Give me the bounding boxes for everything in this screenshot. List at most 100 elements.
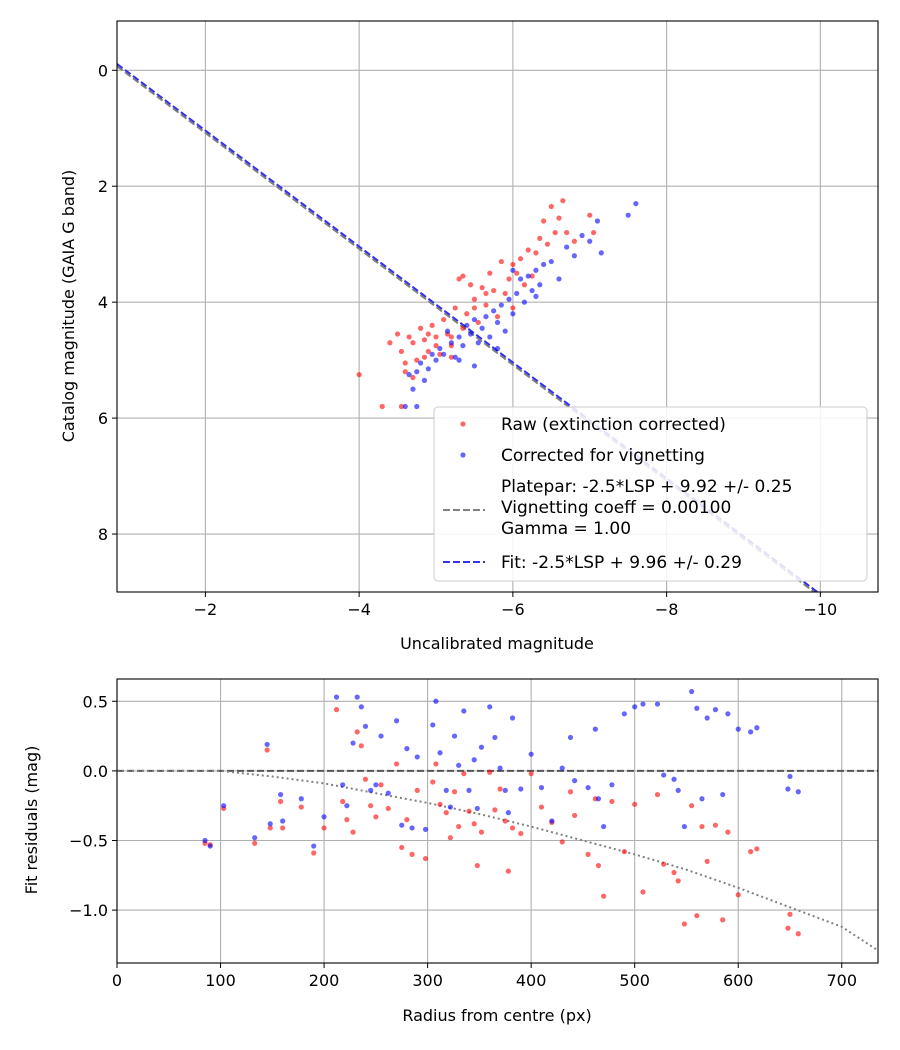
legend-platepar-line: Vignetting coeff = 0.00100 [501,498,731,518]
top-chart: −2 −4 −6 −8 −10 0 2 4 6 8 Uncalibrated magnitude… [59,20,879,653]
data-point [594,218,601,224]
data-point [533,250,539,256]
data-point [671,869,677,876]
data-point [533,267,539,273]
data-point [433,761,439,767]
data-point [456,276,462,282]
legend-label-platepar: Platepar: -2.5*LSP + 9.92 +/- 0.25 Vignet… [501,477,792,539]
data-point [399,822,405,828]
data-point [414,357,420,363]
x-tick-label: 200 [309,971,340,990]
data-point [538,784,545,791]
data-point [404,817,410,823]
data-point [502,328,508,334]
data-point [368,803,374,809]
data-point [621,849,627,855]
data-point [422,826,429,832]
x-tick-label: 0 [112,971,122,990]
data-point [354,729,360,735]
data-point [207,843,213,849]
data-point [521,299,528,305]
data-point [452,305,458,311]
data-point [350,829,356,835]
data-point [487,270,493,276]
data-point [525,247,531,253]
data-point [340,782,346,788]
data-point [549,818,555,824]
legend-box [433,406,868,582]
data-point [748,849,754,855]
data-point [556,215,562,221]
data-point [393,718,400,724]
data-point [681,921,687,927]
data-point [625,212,631,218]
data-point [559,765,565,771]
data-point [661,772,667,778]
data-point [538,804,545,810]
data-point [587,212,593,218]
data-point [474,805,480,812]
data-point [601,893,607,899]
data-point [571,238,577,244]
y-tick-label: 8 [98,525,108,544]
data-point [510,305,516,311]
top-y-ticks: 0 2 4 6 8 [98,61,117,544]
data-point [640,701,646,707]
data-point [492,807,498,813]
bottom-plot-frame [116,678,879,964]
vignetting-curve [117,769,878,952]
bottom-x-axis-label: Radius from centre (px) [402,1006,591,1025]
data-point [443,787,449,793]
data-point [433,357,439,363]
data-point [414,754,420,760]
data-point [264,741,270,748]
data-point [548,203,554,210]
data-point [418,360,424,366]
data-point [421,337,428,343]
y-tick-label: 6 [98,409,108,428]
data-point [252,835,258,841]
data-point [368,787,374,793]
data-point [447,804,453,810]
data-point [590,229,597,236]
legend-platepar-line: Gamma = 1.00 [501,519,631,539]
data-point [510,267,516,273]
data-point [421,354,428,360]
data-point [564,244,570,250]
y-tick-label: 0.5 [83,692,108,711]
data-point [598,250,604,256]
data-point [502,290,508,297]
bottom-grid [116,679,878,963]
data-point [402,403,408,410]
data-point [474,862,480,869]
x-tick-label: 500 [619,971,650,990]
data-point [406,334,412,340]
top-points [356,198,639,410]
data-point [448,354,454,360]
data-point [404,746,410,752]
data-point [571,253,577,259]
data-point [460,343,466,349]
data-point [444,328,451,334]
x-tick-label: 600 [723,971,754,990]
y-tick-label: −0.5 [69,831,108,850]
data-point [464,311,470,317]
data-point [471,296,478,302]
data-point [585,851,591,858]
data-point [414,787,420,793]
data-point [298,804,304,810]
data-point [544,241,551,247]
data-point [422,855,429,862]
data-point [498,258,504,265]
x-tick-label: −4 [347,600,371,619]
data-point [497,765,503,771]
bottom-y-ticks: 0.5 0.0 −0.5 −1.0 [69,692,117,920]
data-point [394,331,401,337]
data-point [483,302,489,308]
data-point [487,704,493,710]
data-point [478,744,485,750]
data-point [437,351,443,357]
data-point [471,363,478,369]
data-point [671,776,677,782]
